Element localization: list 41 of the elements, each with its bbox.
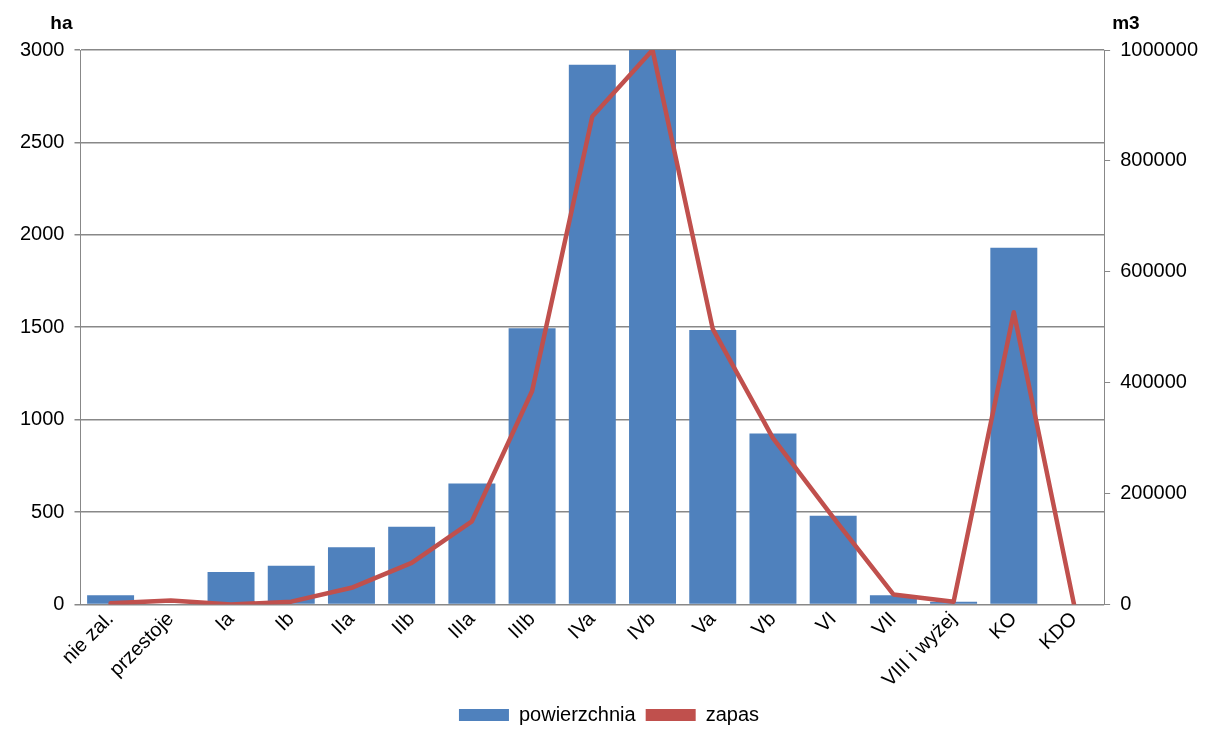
- bar: [448, 483, 496, 604]
- x-tick-label: IIa: [326, 606, 359, 639]
- x-tick-label: VII: [867, 607, 901, 640]
- x-tick-label: VI: [810, 607, 840, 637]
- bar: [809, 515, 857, 604]
- bar: [207, 572, 255, 604]
- x-tick-label: IVa: [563, 606, 600, 643]
- legend-label: powierzchnia: [518, 702, 637, 725]
- y2-tick-label: 1000000: [1120, 37, 1199, 60]
- legend-label: zapas: [705, 702, 760, 725]
- x-tick-label: Vb: [746, 607, 780, 640]
- x-tick-label: IIIb: [503, 607, 539, 643]
- bar: [568, 64, 616, 604]
- bar: [327, 547, 375, 604]
- x-tick-label: IIb: [387, 607, 419, 639]
- x-tick-label: Va: [687, 606, 721, 639]
- y2-tick-label: 0: [1120, 591, 1132, 614]
- bar: [689, 330, 737, 604]
- y-tick-label: 500: [31, 499, 65, 522]
- bar: [388, 526, 436, 604]
- bar: [629, 50, 677, 604]
- x-tick-label: Ib: [270, 607, 298, 635]
- x-tick-label: Ia: [210, 606, 239, 635]
- x-tick-label: IIIa: [443, 606, 480, 643]
- y-tick-label: 2000: [19, 222, 65, 245]
- y2-tick-label: 400000: [1120, 370, 1187, 393]
- y-axis-title: ha: [50, 12, 73, 34]
- bar: [990, 247, 1038, 604]
- y-tick-label: 2500: [19, 129, 65, 152]
- y-tick-label: 3000: [19, 37, 65, 60]
- bar: [508, 328, 556, 604]
- y2-axis-title: m3: [1112, 12, 1140, 34]
- bar: [749, 433, 797, 604]
- y2-tick-label: 800000: [1120, 148, 1187, 171]
- x-tick-label: KO: [984, 607, 1021, 644]
- x-tick-label: IVb: [622, 607, 660, 644]
- y-tick-label: 1000: [19, 407, 65, 430]
- y2-tick-label: 600000: [1120, 259, 1187, 282]
- y-tick-label: 0: [53, 591, 65, 614]
- y-tick-label: 1500: [19, 314, 65, 337]
- y2-tick-label: 200000: [1120, 481, 1187, 504]
